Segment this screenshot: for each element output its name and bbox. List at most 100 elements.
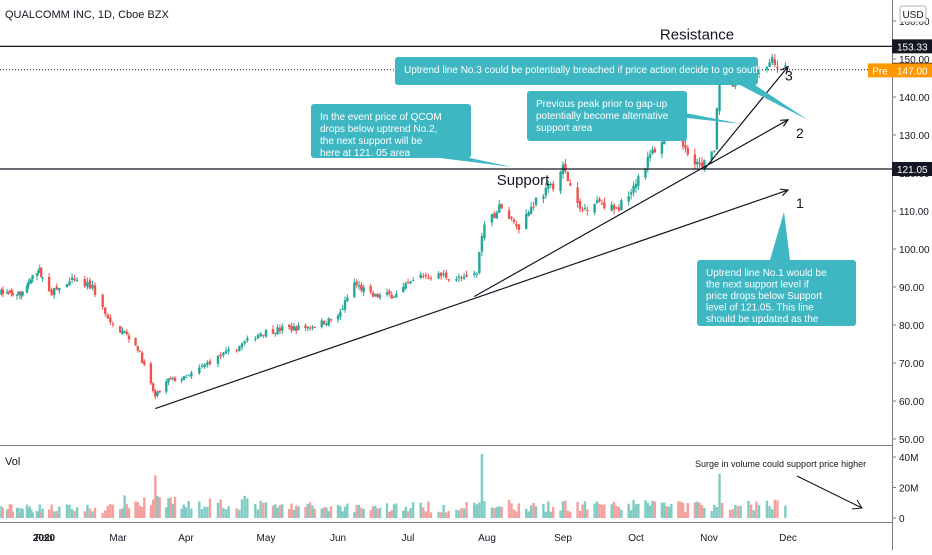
candle-body [517,224,521,230]
volume-bar [53,511,56,518]
volume-bar [679,501,682,518]
price-tag-label: 153.33 [897,42,928,53]
volume-bar [422,507,425,518]
volume-bar [445,512,448,518]
candle-body [696,161,699,165]
volume-bar [101,512,104,518]
volume-bar [65,504,69,518]
price-tick-label: 80.00 [899,321,924,332]
candle-body [73,278,76,281]
volume-bar [424,511,428,518]
volume-bar [165,507,168,518]
candle-body [198,367,201,374]
volume-bar [0,506,3,518]
candle-body [30,280,33,283]
candle-body [507,210,511,219]
candle-body [156,391,159,396]
volume-bar [336,504,340,518]
time-tick-label: May [257,533,276,544]
volume-bar [617,506,621,518]
volume-bar [736,506,740,518]
candle-body [362,287,365,293]
candle-body [581,209,584,211]
candle-body [149,363,153,384]
volume-bar [677,501,680,518]
pre-market-tag-label: 147.00 [897,66,928,77]
candle-body [713,150,716,152]
callout-box [311,104,471,158]
candle-body [532,206,535,208]
volume-bar [583,501,587,518]
candle-body [41,277,44,279]
candle-body [138,350,142,352]
currency-label: USD [902,10,923,21]
candle-body [512,219,516,223]
candle-body [86,281,89,287]
candle-body [700,162,704,168]
volume-bar [634,504,638,518]
resistance-label: Resistance [660,26,734,43]
trendline-arrowhead [780,65,789,75]
volume-bar [134,501,137,518]
candle-body [510,216,513,219]
volume-bar [576,501,579,518]
volume-bar [154,475,157,518]
candle-body [648,154,652,158]
candle-body [55,286,58,290]
candle-body [125,331,128,335]
callout-text-qcom: the next support will be [320,136,423,147]
volume-bar [544,511,548,518]
callout-pointer [670,110,742,124]
currency-button[interactable]: USD [899,5,927,23]
candle-body [83,278,87,287]
candle-body [182,376,186,381]
volume-bar [276,507,279,518]
volume-bar [156,495,159,518]
candle-body [529,207,533,214]
volume-bar [362,509,365,518]
candle-body [322,320,326,325]
volume-bar [371,506,375,518]
candle-body [346,297,349,302]
volume-bar [180,508,183,518]
candle-body [500,204,503,209]
volume-bar [39,512,43,518]
candle-body [11,293,14,296]
candle-body [294,327,298,331]
volume-bar [190,508,193,518]
volume-bar [106,505,109,518]
candle-body [390,294,393,299]
price-tick-label: 130.00 [899,131,930,142]
volume-bar [395,503,398,518]
volume-bar [200,508,204,518]
candle-body [637,176,640,186]
candle-body [167,378,170,383]
volume-bar [581,504,584,518]
trendline-arrowhead [779,188,790,197]
candle-body [768,62,771,67]
volume-bar [529,505,533,518]
volume-bar [246,498,249,518]
volume-bar [731,508,734,518]
volume-bar [297,506,300,518]
volume-bar [294,505,298,518]
candle-body [341,309,344,311]
candle-body [406,282,410,284]
volume-bar [475,504,479,518]
time-tick-label: Jun [330,533,346,544]
volume-bar [632,500,635,518]
candle-body [262,334,265,336]
candle-body [457,276,461,279]
candle-body [653,148,657,153]
candle-body [498,204,501,213]
candle-body [480,235,484,252]
volume-bar [490,507,494,518]
candle-body [158,390,161,393]
volume-bar [473,502,476,518]
volume-bar [710,510,713,518]
callout-pointer [770,212,790,260]
volume-bar [140,506,144,518]
candle-body [18,291,22,296]
volume-bar [271,505,275,518]
